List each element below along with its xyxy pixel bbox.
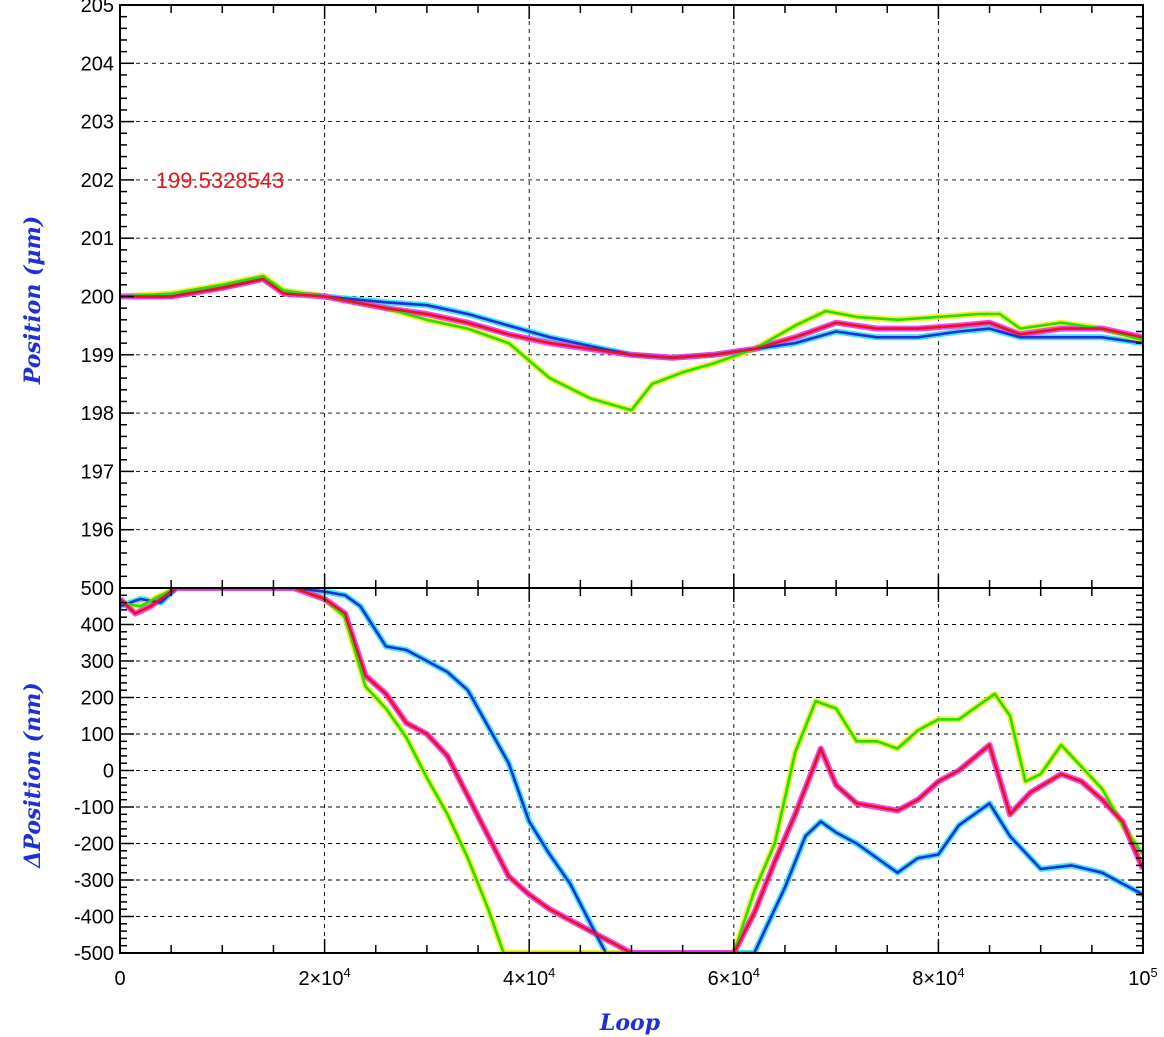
- y-tick-label: 196: [81, 520, 114, 542]
- series-band-3: [120, 276, 1143, 361]
- series-group: [120, 588, 1143, 953]
- y-tick-label: 201: [81, 228, 114, 250]
- series-line-1: [120, 588, 1143, 953]
- tick-marks: [119, 4, 1144, 589]
- y-tick-label: 203: [81, 112, 114, 134]
- series-line-3: [120, 588, 1143, 953]
- y-tick-label: -400: [74, 907, 114, 929]
- y-tick-label: 199: [81, 345, 114, 367]
- tick-marks: [119, 587, 1144, 954]
- y-tick-label: 100: [81, 724, 114, 746]
- gridlines: [120, 588, 1143, 953]
- y-tick-label: -100: [74, 797, 114, 819]
- y-tick-label: 300: [81, 651, 114, 673]
- position-panel: 196 197 198 199 200 201 202 203 204 205 199.532854…: [81, 0, 1144, 589]
- y-tick-label: 200: [81, 688, 114, 710]
- gridlines: [120, 5, 1143, 588]
- y-axis-title-delta-position: ΔPosition (nm): [20, 682, 46, 868]
- y-tick-label: 400: [81, 615, 114, 637]
- y-tick-label: 200: [81, 287, 114, 309]
- y-tick-label: -500: [74, 943, 114, 965]
- x-tick-label: 105: [1128, 965, 1157, 990]
- x-tick-label: 0: [114, 968, 125, 990]
- y-tick-label: 205: [81, 0, 114, 17]
- x-tick-label: 8×104: [912, 965, 964, 990]
- y-tick-label: 204: [81, 53, 114, 75]
- x-tick-label: 4×104: [503, 965, 555, 990]
- y-tick-label: 198: [81, 403, 114, 425]
- series-line-3: [120, 277, 1143, 360]
- x-tick-label: 6×104: [708, 965, 760, 990]
- series-band-1: [120, 276, 1143, 361]
- x-tick-label: 2×104: [298, 965, 350, 990]
- y-tick-label: -200: [74, 834, 114, 856]
- y-axis-title-position: Position (μm): [20, 216, 46, 385]
- value-annotation: 199.5328543: [156, 168, 284, 193]
- x-axis-title-loop: Loop: [599, 1010, 661, 1036]
- delta-position-panel: -500 -400 -300 -200 -100 0 100 200 300 400 500 0 2×1…: [74, 578, 1158, 990]
- y-tick-label: 197: [81, 461, 114, 483]
- y-tick-label: 202: [81, 170, 114, 192]
- y-tick-label: 0: [103, 761, 114, 783]
- series-line-1: [120, 277, 1143, 360]
- y-tick-label: 500: [81, 578, 114, 600]
- series-group: [120, 273, 1143, 414]
- y-tick-label: -300: [74, 870, 114, 892]
